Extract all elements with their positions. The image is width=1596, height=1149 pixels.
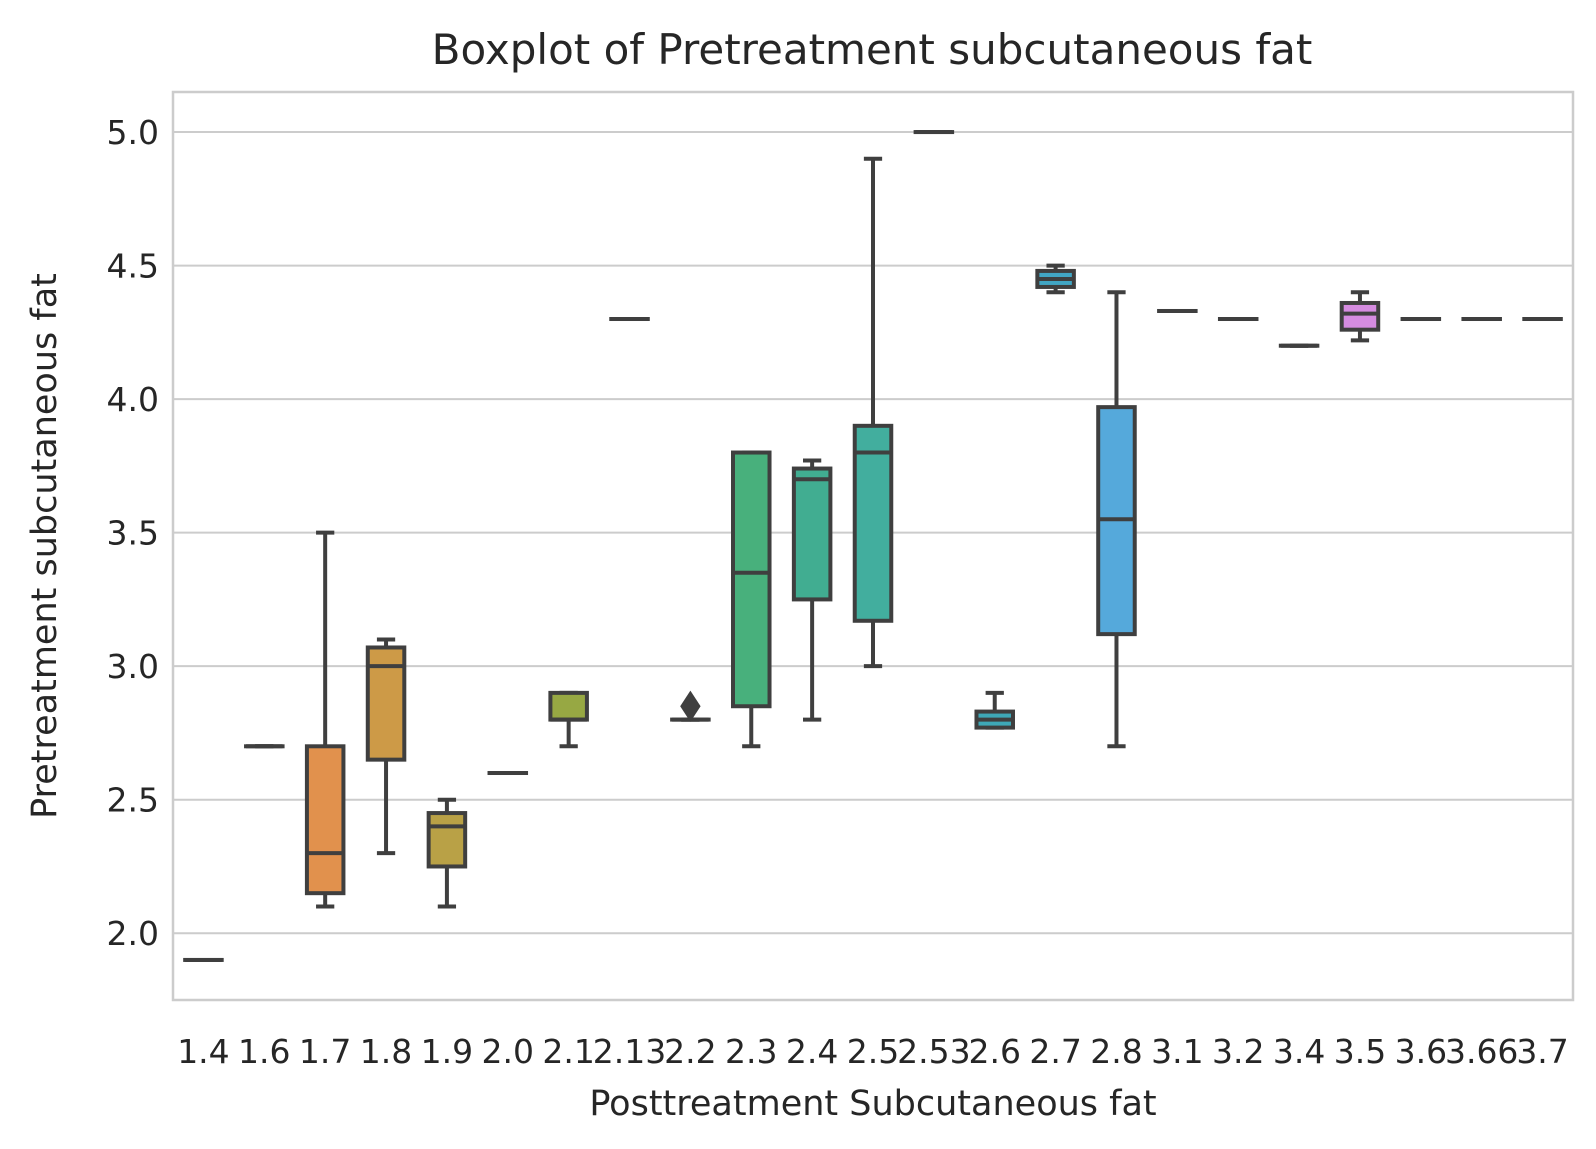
x-tick-label-9: 2.3 <box>725 1032 777 1071</box>
y-axis-ticks: 2.0 2.5 3.0 3.5 4.0 4.5 5.0 <box>107 113 159 953</box>
box-2.3 <box>731 450 772 749</box>
y-tick-label-3: 3.5 <box>107 514 159 553</box>
x-tick-label-8: 2.2 <box>664 1032 716 1071</box>
y-tick-label-5: 4.5 <box>107 247 159 286</box>
y-tick-label-2: 3.0 <box>107 647 159 686</box>
x-tick-label-13: 2.6 <box>968 1032 1020 1071</box>
x-tick-label-18: 3.4 <box>1273 1032 1325 1071</box>
x-tick-label-0: 1.4 <box>177 1032 229 1071</box>
iqr-box <box>1339 300 1381 332</box>
iqr-box <box>304 744 346 896</box>
x-tick-label-3: 1.8 <box>360 1032 412 1071</box>
box-2.7 <box>1035 263 1076 295</box>
x-tick-label-19: 3.5 <box>1334 1032 1386 1071</box>
y-axis-label: Pretreatment subcutaneous fat <box>25 273 65 819</box>
x-axis-ticks: 1.4 1.6 1.7 1.8 1.9 2.0 2.12.132.2 2.3 2.4 2.52.5… <box>177 1032 1569 1071</box>
iqr-box <box>791 466 833 602</box>
y-tick-label-0: 2.0 <box>107 914 159 953</box>
x-tick-label-10: 2.4 <box>786 1032 838 1071</box>
box-2.8 <box>1096 290 1137 749</box>
x-tick-label-2: 1.7 <box>299 1032 351 1071</box>
x-tick-label-14: 2.7 <box>1029 1032 1081 1071</box>
iqr-box <box>548 690 589 722</box>
box-1.8 <box>365 637 407 856</box>
chart-title: Boxplot of Pretreatment subcutaneous fat <box>432 25 1313 74</box>
box-2.5 <box>852 156 894 669</box>
x-tick-label-17: 3.2 <box>1212 1032 1264 1071</box>
box-2.2 <box>670 690 711 722</box>
x-tick-label-7: 2.13 <box>593 1032 666 1071</box>
x-tick-label-21: 3.66 <box>1445 1032 1518 1071</box>
x-tick-label-6: 2.1 <box>542 1032 594 1071</box>
boxes-layer <box>183 130 1563 962</box>
y-tick-label-1: 2.5 <box>107 781 159 820</box>
x-tick-label-4: 1.9 <box>421 1032 473 1071</box>
x-tick-label-15: 2.8 <box>1090 1032 1142 1071</box>
box-1.7 <box>304 530 346 909</box>
box-3.5 <box>1339 290 1381 343</box>
iqr-box <box>426 811 468 869</box>
x-tick-label-1: 1.6 <box>238 1032 290 1071</box>
x-tick-label-22: 3.7 <box>1516 1032 1568 1071</box>
y-tick-label-6: 5.0 <box>107 113 159 152</box>
x-tick-label-12: 2.53 <box>897 1032 970 1071</box>
iqr-box <box>731 450 772 709</box>
plot-frame <box>171 90 1575 1002</box>
x-tick-label-16: 3.1 <box>1151 1032 1203 1071</box>
iqr-box <box>852 423 894 623</box>
x-tick-label-5: 2.0 <box>482 1032 534 1071</box>
x-tick-label-11: 2.5 <box>847 1032 899 1071</box>
x-axis-label: Posttreatment Subcutaneous fat <box>589 1084 1156 1124</box>
box-2.1 <box>548 690 589 749</box>
y-tick-label-4: 4.0 <box>107 380 159 419</box>
x-tick-label-20: 3.6 <box>1395 1032 1447 1071</box>
box-2.6 <box>974 690 1016 730</box>
outlier-marker <box>680 690 701 722</box>
box-1.9 <box>426 797 468 909</box>
box-2.4 <box>791 458 833 722</box>
